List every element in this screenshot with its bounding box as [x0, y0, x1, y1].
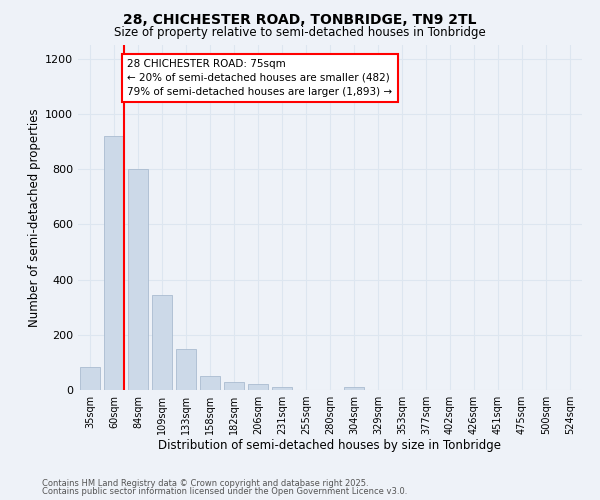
Bar	[224, 382, 244, 390]
Bar	[176, 348, 196, 390]
Bar	[104, 136, 124, 390]
Text: 28, CHICHESTER ROAD, TONBRIDGE, TN9 2TL: 28, CHICHESTER ROAD, TONBRIDGE, TN9 2TL	[123, 12, 477, 26]
Text: Contains public sector information licensed under the Open Government Licence v3: Contains public sector information licen…	[42, 487, 407, 496]
Bar	[200, 376, 220, 390]
X-axis label: Distribution of semi-detached houses by size in Tonbridge: Distribution of semi-detached houses by …	[158, 438, 502, 452]
Bar	[272, 387, 292, 390]
Bar	[152, 295, 172, 390]
Bar	[344, 386, 364, 390]
Text: 28 CHICHESTER ROAD: 75sqm
← 20% of semi-detached houses are smaller (482)
79% of: 28 CHICHESTER ROAD: 75sqm ← 20% of semi-…	[127, 59, 392, 97]
Text: Contains HM Land Registry data © Crown copyright and database right 2025.: Contains HM Land Registry data © Crown c…	[42, 478, 368, 488]
Bar	[128, 169, 148, 390]
Bar	[80, 366, 100, 390]
Bar	[248, 384, 268, 390]
Text: Size of property relative to semi-detached houses in Tonbridge: Size of property relative to semi-detach…	[114, 26, 486, 39]
Y-axis label: Number of semi-detached properties: Number of semi-detached properties	[28, 108, 41, 327]
